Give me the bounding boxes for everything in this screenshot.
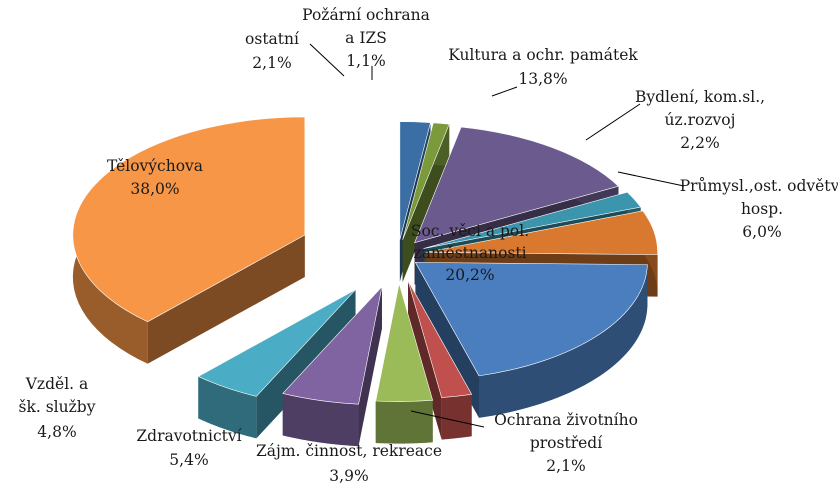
slice-name-label: šk. služby xyxy=(19,398,96,416)
slice-percent-label: 38,0% xyxy=(130,180,179,198)
pie-slice xyxy=(402,122,450,282)
slice-percent-label: 6,0% xyxy=(742,223,781,241)
slice-top xyxy=(414,262,648,377)
slice-wall xyxy=(408,280,442,440)
slice-percent-label: 4,8% xyxy=(37,423,76,441)
slice-rim xyxy=(375,400,433,444)
slice-name-label: Tělovýchova xyxy=(107,157,203,175)
slice-name-label: Vzděl. a xyxy=(25,375,89,393)
slice-percent-label: 2,2% xyxy=(680,134,719,152)
slice-name-label: prostředí xyxy=(530,434,603,452)
slice-name-label: zaměstnanosti xyxy=(413,244,526,262)
slice-top xyxy=(375,283,434,402)
leader-line xyxy=(617,171,685,187)
slice-percent-label: 5,4% xyxy=(169,451,208,469)
slice-name-label: Průmysl.,ost. odvětví xyxy=(680,177,838,195)
slice-name-label: ostatní xyxy=(245,30,300,48)
slice-name-label: Požární ochrana xyxy=(302,6,430,24)
slice-name-label: Kultura a ochr. památek xyxy=(448,46,638,64)
slice-name-label: Soc. věci a pol. xyxy=(411,222,529,240)
slice-top xyxy=(407,280,473,398)
slice-rim xyxy=(441,394,472,440)
slice-top xyxy=(414,126,620,244)
slice-percent-label: 1,1% xyxy=(346,52,385,70)
slice-top xyxy=(402,122,450,240)
slice-name-label: Ochrana životního xyxy=(494,411,638,429)
slice-rim xyxy=(282,393,359,447)
leader-line xyxy=(491,86,518,97)
slice-top xyxy=(399,121,431,240)
slice-percent-label: 20,2% xyxy=(445,266,494,284)
slice-rim xyxy=(479,264,648,418)
slice-wall xyxy=(147,234,305,364)
pie-slice xyxy=(282,285,383,447)
leader-line xyxy=(309,43,345,77)
slice-name-label: hosp. xyxy=(741,200,783,218)
slice-rim xyxy=(198,376,257,439)
pie-slices xyxy=(72,116,658,447)
leader-line xyxy=(585,103,641,141)
pie-slice xyxy=(197,289,356,439)
slice-name-label: úz.rozvoj xyxy=(665,111,736,129)
slice-percent-label: 2,1% xyxy=(546,457,585,475)
slice-percent-label: 13,8% xyxy=(518,70,567,88)
leader-lines xyxy=(309,43,685,428)
slice-top xyxy=(425,210,658,255)
slice-name-label: Bydlení, kom.sl., xyxy=(635,88,765,106)
slice-name-label: a IZS xyxy=(345,29,387,47)
slice-percent-label: 2,1% xyxy=(252,54,291,72)
slice-top xyxy=(423,191,642,249)
leader-line xyxy=(410,410,485,428)
slice-top xyxy=(282,285,383,405)
pie-slice xyxy=(72,116,306,364)
slice-top xyxy=(197,289,356,397)
pie-slice xyxy=(407,280,473,440)
slice-labels: ostatní 2,1% Požární ochrana a IZS 1,1% Kultu… xyxy=(19,6,838,485)
slice-top xyxy=(72,116,306,323)
slice-name-label: Zájm. činnost, rekreace xyxy=(256,442,442,460)
pie-slice xyxy=(375,283,434,444)
slice-name-label: Zdravotnictví xyxy=(136,427,242,445)
slice-percent-label: 3,9% xyxy=(329,467,368,485)
